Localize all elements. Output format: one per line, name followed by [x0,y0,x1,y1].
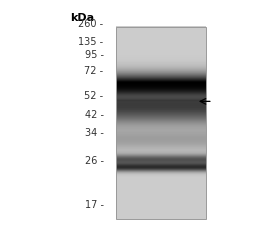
Text: 260 -: 260 - [78,19,104,29]
Text: 26 -: 26 - [85,156,104,166]
Text: 42 -: 42 - [85,109,104,119]
Text: 52 -: 52 - [85,90,104,101]
Bar [116,27,206,219]
Text: 17 -: 17 - [85,199,104,209]
Text: kDa: kDa [70,13,94,22]
Text: 34 -: 34 - [85,128,104,138]
Text: 95 -: 95 - [85,49,104,60]
Text: 72 -: 72 - [85,65,104,76]
Text: 135 -: 135 - [78,37,104,47]
